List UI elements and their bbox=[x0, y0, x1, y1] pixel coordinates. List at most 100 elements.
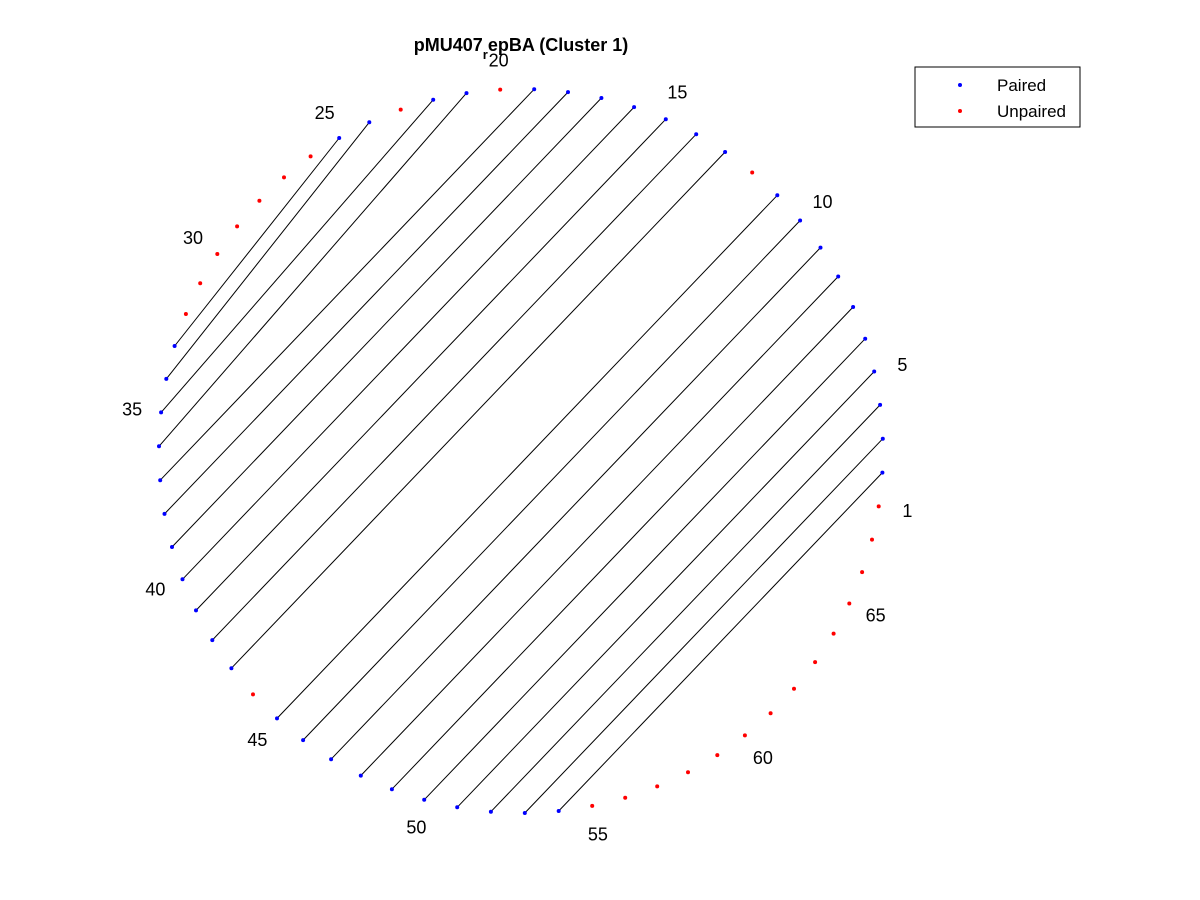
pair-link-21-36 bbox=[158, 92, 467, 447]
paired-point-25 bbox=[337, 136, 342, 140]
unpaired-point-12 bbox=[750, 170, 755, 175]
unpaired-point-20 bbox=[498, 87, 503, 92]
paired-point-13 bbox=[723, 150, 728, 154]
pair-link-11-45 bbox=[276, 194, 778, 719]
legend-marker-unpaired bbox=[958, 109, 962, 113]
paired-point-2 bbox=[880, 470, 885, 475]
legend-label-unpaired: Unpaired bbox=[997, 102, 1066, 121]
position-label-20: 20 bbox=[489, 51, 509, 71]
legend-box bbox=[914, 66, 1081, 128]
unpaired-point-26 bbox=[308, 154, 313, 159]
chart-title: pMU407repBA (Cluster 1) bbox=[414, 35, 628, 62]
unpaired-point-57 bbox=[655, 784, 660, 789]
title-suffix: epBA (Cluster 1) bbox=[488, 35, 628, 55]
paired-point-19 bbox=[532, 87, 537, 92]
unpaired-point-62 bbox=[792, 686, 796, 691]
unpaired-point-65 bbox=[847, 601, 852, 606]
paired-point-6 bbox=[863, 336, 868, 341]
position-label-45: 45 bbox=[247, 730, 267, 750]
position-label-25: 25 bbox=[315, 103, 335, 123]
pair-link-7-49 bbox=[391, 306, 854, 790]
unpaired-point-1 bbox=[876, 504, 881, 509]
paired-point-14 bbox=[694, 132, 699, 137]
paired-point-40 bbox=[180, 577, 185, 582]
legend-label-paired: Paired bbox=[997, 76, 1046, 95]
paired-point-21 bbox=[464, 91, 469, 96]
unpaired-point-29 bbox=[235, 224, 240, 229]
pair-link-10-46 bbox=[302, 220, 801, 741]
paired-point-46 bbox=[301, 738, 306, 743]
pair-link-3-53 bbox=[524, 438, 884, 814]
paired-point-4 bbox=[878, 402, 883, 407]
unpaired-point-23 bbox=[398, 107, 403, 112]
paired-point-7 bbox=[851, 305, 856, 309]
paired-point-15 bbox=[663, 117, 668, 122]
pair-link-13-43 bbox=[231, 151, 726, 669]
paired-point-51 bbox=[455, 805, 460, 810]
paired-point-35 bbox=[159, 410, 164, 415]
pair-link-6-50 bbox=[423, 338, 866, 801]
paired-point-53 bbox=[522, 811, 527, 815]
position-label-5: 5 bbox=[897, 355, 907, 375]
pair-link-2-54 bbox=[558, 472, 883, 812]
unpaired-point-61 bbox=[768, 711, 773, 716]
unpaired-point-64 bbox=[831, 631, 836, 636]
paired-point-39 bbox=[170, 545, 174, 549]
unpaired-point-30 bbox=[215, 252, 220, 256]
position-label-35: 35 bbox=[122, 399, 142, 419]
position-label-55: 55 bbox=[588, 824, 608, 844]
pair-link-9-47 bbox=[330, 247, 821, 760]
unpaired-point-27 bbox=[282, 175, 286, 180]
paired-point-49 bbox=[389, 787, 394, 792]
paired-point-5 bbox=[872, 369, 877, 374]
paired-point-3 bbox=[880, 436, 885, 441]
paired-point-22 bbox=[431, 97, 436, 102]
paired-point-37 bbox=[158, 478, 163, 483]
position-points bbox=[157, 87, 885, 815]
pair-link-22-35 bbox=[160, 99, 434, 413]
pair-link-16-40 bbox=[182, 106, 635, 580]
paired-point-43 bbox=[229, 666, 234, 671]
pair-link-19-37 bbox=[159, 88, 535, 481]
unpaired-point-55 bbox=[590, 803, 595, 808]
pair-link-8-48 bbox=[360, 276, 839, 776]
pair-link-5-51 bbox=[456, 371, 875, 808]
paired-point-38 bbox=[162, 511, 167, 516]
legend: Paired Unpaired bbox=[914, 66, 1081, 128]
paired-point-45 bbox=[275, 716, 279, 721]
unpaired-point-63 bbox=[813, 660, 818, 665]
paired-point-9 bbox=[818, 245, 823, 250]
pair-links bbox=[158, 88, 884, 814]
paired-point-48 bbox=[358, 773, 363, 778]
title-prefix: pMU407 bbox=[414, 35, 483, 55]
position-label-40: 40 bbox=[145, 580, 165, 600]
paired-point-24 bbox=[367, 120, 372, 125]
pair-link-4-52 bbox=[490, 404, 881, 813]
pair-link-25-33 bbox=[174, 137, 340, 347]
paired-point-50 bbox=[422, 797, 427, 802]
position-label-10: 10 bbox=[812, 192, 832, 212]
unpaired-point-31 bbox=[198, 281, 203, 286]
unpaired-point-60 bbox=[742, 733, 747, 738]
pair-link-24-34 bbox=[165, 121, 370, 380]
paired-point-54 bbox=[556, 809, 561, 813]
position-label-60: 60 bbox=[753, 748, 773, 768]
position-label-65: 65 bbox=[866, 606, 886, 626]
position-label-30: 30 bbox=[183, 228, 203, 248]
unpaired-point-44 bbox=[251, 692, 255, 697]
legend-marker-paired bbox=[958, 83, 962, 87]
paired-point-8 bbox=[836, 274, 841, 279]
paired-point-11 bbox=[775, 193, 780, 198]
paired-point-34 bbox=[164, 376, 169, 381]
paired-point-41 bbox=[194, 608, 198, 613]
position-label-15: 15 bbox=[667, 83, 687, 103]
paired-point-52 bbox=[488, 809, 493, 814]
paired-point-47 bbox=[329, 757, 334, 762]
paired-point-17 bbox=[599, 96, 604, 100]
unpaired-point-59 bbox=[715, 753, 720, 758]
paired-point-42 bbox=[210, 638, 215, 643]
unpaired-point-58 bbox=[686, 770, 690, 775]
position-label-1: 1 bbox=[902, 501, 912, 521]
